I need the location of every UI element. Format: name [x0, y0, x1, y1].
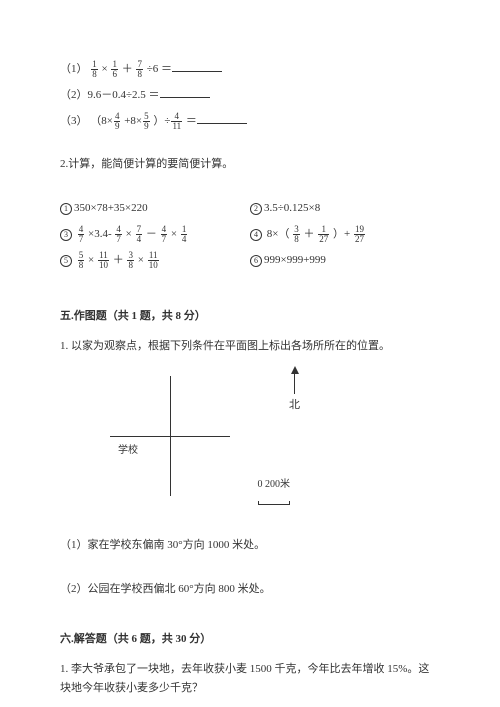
horizontal-axis — [110, 436, 230, 437]
calc-item-4: 4 8×（ 38 ＋ 127 ）+ 1927 — [250, 225, 440, 245]
problem-1-3: （3） （8×49 +8×59 ）÷411 ＝ — [60, 112, 440, 132]
fraction: 78 — [136, 60, 143, 79]
section-5-sub1: （1）家在学校东偏南 30°方向 1000 米处。 — [60, 536, 440, 556]
answer-blank — [172, 60, 222, 72]
north-arrow: 北 — [289, 366, 300, 416]
problem-1-1: （1） 18 × 16 ＋ 78 ÷6 ＝ — [60, 60, 440, 80]
fraction: 49 — [114, 112, 121, 131]
calc-item-5: 5 58 × 1110 ＋ 38 × 1110 — [60, 251, 250, 271]
answer-blank — [197, 112, 247, 124]
calc-item-2: 23.5÷0.125×8 — [250, 199, 440, 219]
q3-prefix: （3） — [60, 115, 88, 127]
calc-grid: 1350×78+35×220 23.5÷0.125×8 3 47 ×3.4- 4… — [60, 199, 440, 276]
calc-item-3: 3 47 ×3.4- 47 × 74 － 47 × 14 — [60, 225, 250, 245]
fraction: 411 — [171, 112, 182, 131]
section-5-q1: 1. 以家为观察点，根据下列条件在平面图上标出各场所所在的位置。 — [60, 337, 440, 357]
scale-bar: 0 200米 — [258, 476, 291, 512]
problem-2-title: 2.计算，能简便计算的要简便计算。 — [60, 155, 440, 175]
calc-item-6: 6999×999+999 — [250, 251, 440, 271]
section-6-title: 六.解答题（共 6 题，共 30 分） — [60, 630, 440, 650]
direction-diagram: 北 学校 0 200米 — [90, 366, 350, 526]
fraction: 16 — [111, 60, 118, 79]
calc-item-1: 1350×78+35×220 — [60, 199, 250, 219]
answer-blank — [160, 86, 210, 98]
section-5-sub2: （2）公园在学校西偏北 60°方向 800 米处。 — [60, 580, 440, 600]
school-label: 学校 — [118, 442, 138, 460]
section-6-q1: 1. 李大爷承包了一块地，去年收获小麦 1500 千克，今年比去年增收 15%。… — [60, 660, 440, 700]
north-label: 北 — [289, 396, 300, 416]
q2-expr: 9.6－0.4÷2.5 ＝ — [88, 89, 160, 101]
section-5-title: 五.作图题（共 1 题，共 8 分） — [60, 307, 440, 327]
problem-1-2: （2）9.6－0.4÷2.5 ＝ — [60, 86, 440, 106]
fraction: 59 — [143, 112, 150, 131]
fraction: 18 — [91, 60, 98, 79]
q2-prefix: （2） — [60, 89, 88, 101]
q1-prefix: （1） — [60, 63, 88, 75]
